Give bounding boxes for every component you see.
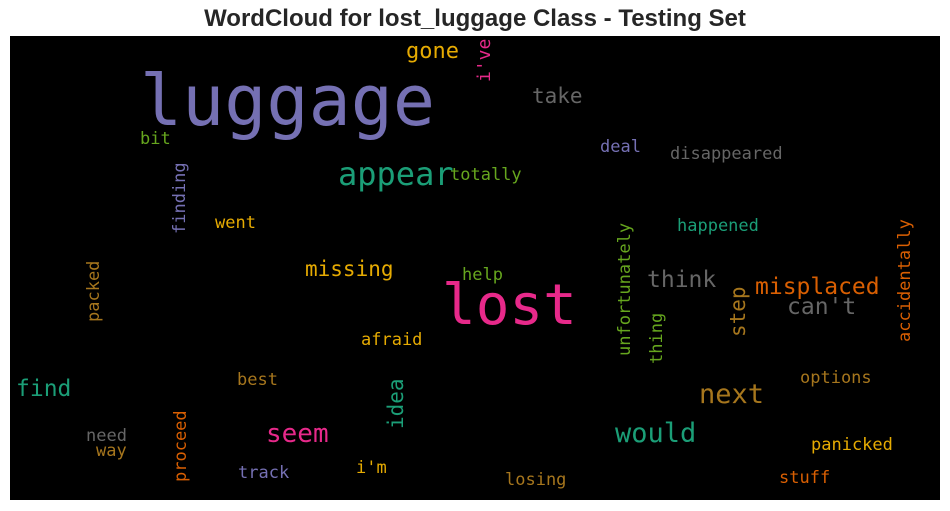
word-accidentally: accidentally: [895, 219, 915, 342]
word-im: i'm: [356, 458, 387, 478]
word-afraid: afraid: [361, 330, 423, 350]
word-step: step: [726, 286, 750, 337]
word-totally: totally: [450, 165, 522, 185]
word-help: help: [462, 265, 503, 285]
word-need: need: [86, 426, 127, 446]
word-idea: idea: [384, 378, 408, 429]
word-gone: gone: [406, 39, 459, 64]
word-think: think: [647, 267, 717, 293]
word-track: track: [238, 463, 290, 483]
word-options: options: [800, 368, 872, 388]
word-bit: bit: [140, 129, 171, 149]
wordcloud-canvas: luggage lost appear gone i've take bit deal disa…: [10, 36, 940, 500]
word-would: would: [615, 418, 697, 449]
word-panicked: panicked: [811, 435, 893, 455]
word-proceed: proceed: [171, 410, 191, 482]
word-take: take: [532, 84, 583, 108]
word-went: went: [215, 213, 256, 233]
word-thing: thing: [647, 312, 667, 364]
word-packed: packed: [84, 260, 104, 322]
chart-title: WordCloud for lost_luggage Class - Testi…: [204, 5, 746, 32]
word-way: way: [96, 441, 127, 461]
word-best: best: [237, 370, 278, 390]
word-luggage: luggage: [140, 60, 436, 142]
word-happened: happened: [677, 216, 759, 236]
word-missing: missing: [305, 257, 394, 281]
word-ive: i've: [474, 38, 495, 82]
word-next: next: [699, 379, 765, 410]
word-finding: finding: [170, 162, 190, 234]
word-disappeared: disappeared: [670, 144, 783, 164]
word-stuff: stuff: [779, 468, 831, 488]
word-find: find: [16, 376, 72, 402]
word-seem: seem: [266, 419, 329, 449]
word-lost: lost: [442, 273, 577, 338]
word-deal: deal: [600, 137, 641, 157]
word-unfortunately: unfortunately: [615, 222, 635, 356]
word-cant: can't: [787, 294, 857, 320]
word-appear: appear: [338, 155, 454, 193]
word-losing: losing: [505, 470, 567, 490]
word-misplaced: misplaced: [755, 274, 880, 300]
